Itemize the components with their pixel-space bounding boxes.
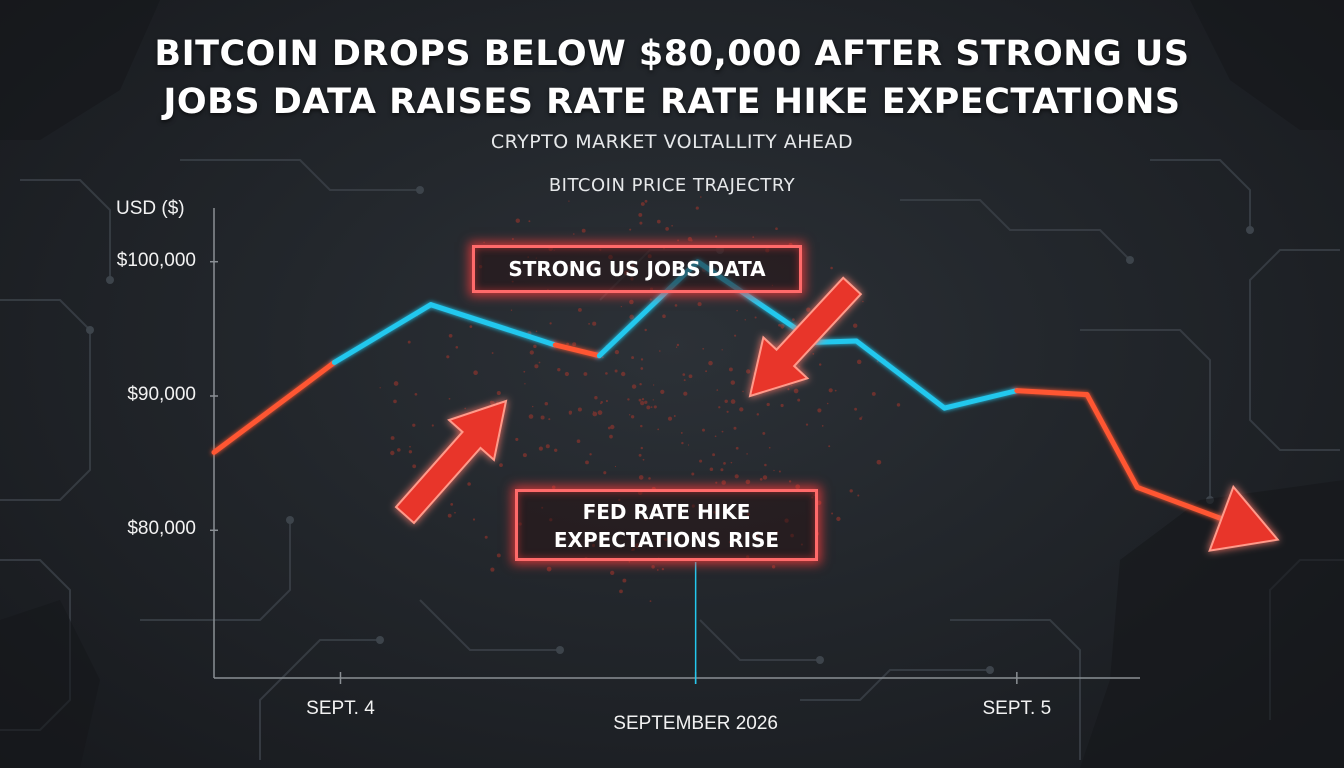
price-line-segment: [813, 338, 859, 345]
callout-fed-text-line-1: FED RATE HIKE: [582, 500, 751, 524]
callout-jobs-text: STRONG US JOBS DATA: [508, 257, 766, 281]
callout-fed-rate-hike: FED RATE HIKE EXPECTATIONS RISE: [515, 489, 818, 561]
annotation-arrow-up: [394, 399, 508, 525]
price-line-segment: [211, 359, 337, 455]
x-tick-label: SEPT. 5: [982, 698, 1052, 719]
annotation-arrow-down: [748, 276, 863, 398]
price-line-segment: [853, 338, 948, 411]
y-tick-label: $90,000: [127, 384, 196, 405]
trend-down-arrowhead: [1208, 484, 1280, 552]
price-line-segment: [552, 342, 602, 359]
price-line-segment: [428, 302, 558, 348]
price-line-segment: [1084, 392, 1140, 490]
y-tick-label: $100,000: [116, 249, 196, 271]
chart-title: BITCOIN PRICE TRAJECTRY: [548, 175, 796, 196]
headline-line-2: JOBS DATA RAISES RATE RATE HIKE EXPECTAT…: [163, 82, 1181, 122]
x-axis-label: SEPTEMBER 2026: [613, 713, 779, 734]
callout-strong-jobs-data: STRONG US JOBS DATA: [472, 245, 802, 293]
headline-line-1: BITCOIN DROPS BELOW $80,000 AFTER STRONG…: [154, 34, 1190, 74]
x-tick-label: SEPT. 4: [306, 698, 375, 719]
y-axis-label: USD ($): [116, 198, 185, 219]
callout-fed-text-line-2: EXPECTATIONS RISE: [553, 528, 780, 552]
y-tick-label: $80,000: [127, 518, 196, 540]
subtitle: CRYPTO MARKET VOLTALLITY AHEAD: [490, 131, 854, 153]
price-line-segment: [942, 388, 1020, 411]
price-line-segment: [1014, 388, 1090, 398]
price-line-segment: [331, 302, 434, 365]
